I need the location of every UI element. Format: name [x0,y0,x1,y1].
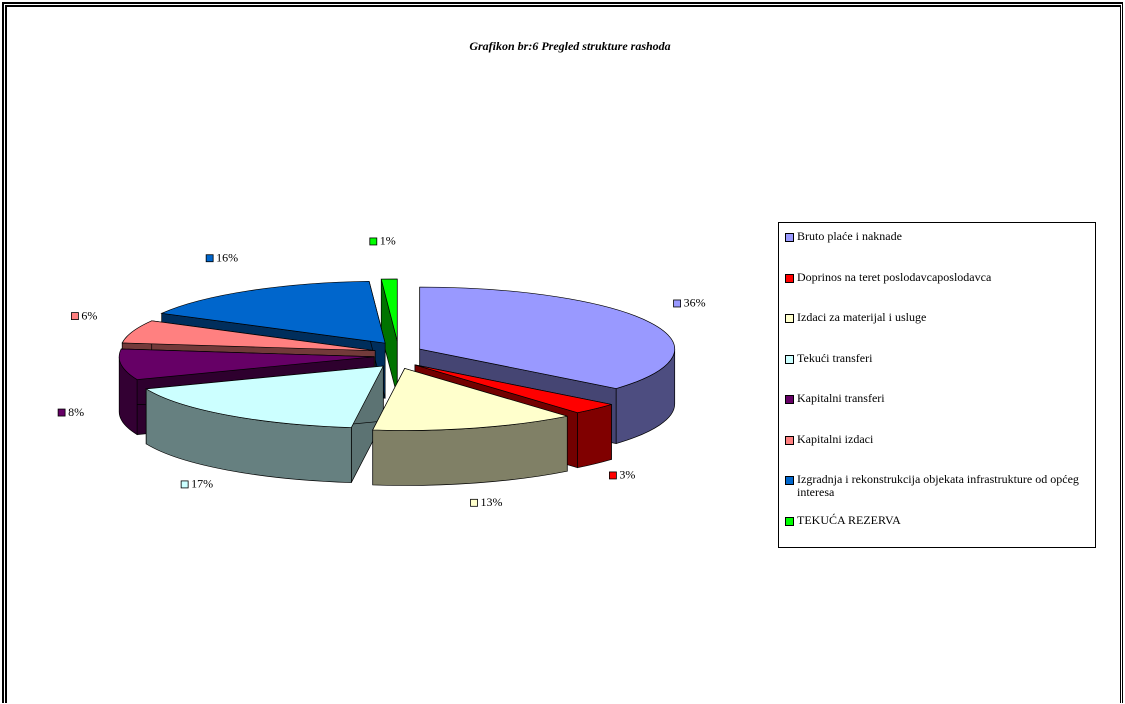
data-label: 16% [216,250,238,264]
data-label: 3% [619,468,635,482]
legend-swatch [785,314,794,323]
data-label: 1% [380,234,396,248]
legend-item: Doprinos na teret poslodavcaposlodavca [785,269,1091,312]
legend: Bruto plaće i naknade Doprinos na teret p… [778,222,1096,548]
label-swatch [369,237,378,246]
label-swatch [205,254,214,263]
legend-swatch [785,435,794,445]
legend-item: Kapitalni izdaci [785,431,1091,474]
slice-top [121,320,376,352]
legend-item: TEKUĆA REZERVA [785,512,1091,555]
legend-item: Bruto plaće i naknade [785,230,1091,271]
slice-top [414,364,612,414]
legend-label: Bruto plaće i naknade [797,229,902,243]
data-label: 13% [481,495,503,509]
slice [372,367,568,486]
legend-label: Kapitalni transferi [797,391,885,405]
label-swatch [57,408,66,417]
legend-label: Tekući transferi [797,350,873,365]
legend-swatch [785,354,794,364]
slice-top [419,286,675,389]
legend-label: Doprinos na teret poslodavcaposlodavca [797,269,992,284]
slice-top [372,368,568,431]
legend-item: Tekući transferi [785,350,1091,393]
legend-label: Izdaci za materijal i usluge [797,310,927,324]
legend-label: TEKUĆA REZERVA [797,512,901,527]
slice [145,365,384,483]
legend-label: Kapitalni izdaci [797,431,874,446]
label-swatch [71,312,79,320]
slice-top [160,280,386,344]
label-swatch [180,480,189,489]
slice-top [118,348,375,380]
legend-item: Izgradnja i rekonstrukcija objekata infr… [785,473,1091,514]
data-label: 8% [68,405,84,419]
data-label: 6% [81,308,97,322]
legend-swatch [785,476,794,485]
data-label: 17% [191,477,213,491]
slice-wall [577,403,612,469]
legend-swatch [785,233,794,242]
legend-item: Kapitalni transferi [785,392,1091,433]
label-swatch [470,498,478,507]
slice-top [380,278,398,342]
slice-top [145,365,384,428]
label-swatch [609,471,617,480]
legend-swatch [785,273,794,283]
legend-label: Izgradnja i rekonstrukcija objekata infr… [797,472,1079,499]
data-label: 36% [684,296,706,310]
label-swatch [673,299,681,308]
slice [380,278,398,397]
legend-swatch [785,516,794,526]
legend-swatch [785,395,794,404]
chart-title: Grafikon br:6 Pregled strukture rashoda [469,39,670,53]
legend-item: Izdaci za materijal i usluge [785,311,1091,352]
